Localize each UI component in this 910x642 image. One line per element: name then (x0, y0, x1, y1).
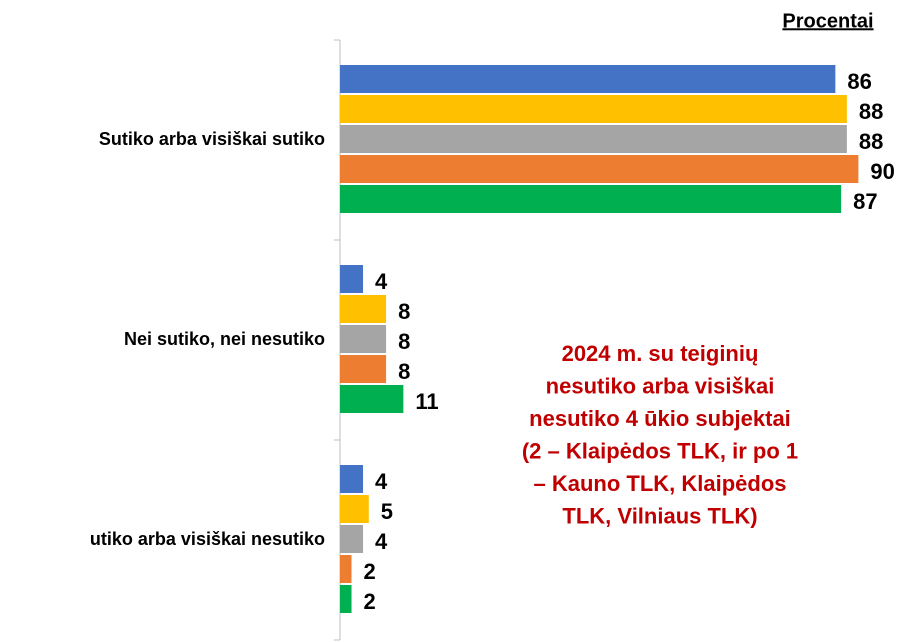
bar (340, 155, 859, 183)
value-label: 8 (398, 329, 410, 354)
annotation: – Kauno TLK, Klaipėdos (533, 471, 786, 496)
bar (340, 265, 364, 293)
category-label: Nei sutiko, nei nesutiko (124, 329, 325, 349)
annotation: 2024 m. su teiginių (562, 341, 759, 366)
value-label: 11 (415, 389, 438, 414)
bar (340, 295, 387, 323)
value-label: 2 (364, 589, 376, 614)
bar (340, 585, 352, 613)
bar (340, 465, 364, 493)
bar (340, 525, 364, 553)
annotation: TLK, Vilniaus TLK) (562, 503, 757, 528)
value-label: 86 (847, 69, 871, 94)
value-label: 88 (859, 99, 883, 124)
category-label: utiko arba visiškai nesutiko (90, 529, 325, 549)
annotation: nesutiko arba visiškai (546, 373, 775, 398)
value-label: 8 (398, 299, 410, 324)
value-label: 4 (375, 469, 388, 494)
annotation: (2 – Klaipėdos TLK, ir po 1 (522, 438, 798, 463)
bar (340, 495, 369, 523)
value-label: 8 (398, 359, 410, 384)
value-label: 5 (381, 499, 393, 524)
value-label: 2 (364, 559, 376, 584)
bar (340, 125, 847, 153)
value-label: 4 (375, 269, 388, 294)
bar (340, 185, 842, 213)
bar (340, 65, 836, 93)
bar (340, 355, 387, 383)
bar (340, 555, 352, 583)
unit-label: Procentai (782, 10, 873, 32)
value-label: 88 (859, 129, 883, 154)
value-label: 4 (375, 529, 388, 554)
value-label: 87 (853, 189, 877, 214)
bar (340, 385, 404, 413)
value-label: 90 (870, 159, 894, 184)
bar (340, 95, 847, 123)
category-label: Sutiko arba visiškai sutiko (99, 129, 325, 149)
annotation: nesutiko 4 ūkio subjektai (529, 406, 791, 431)
bar (340, 325, 387, 353)
